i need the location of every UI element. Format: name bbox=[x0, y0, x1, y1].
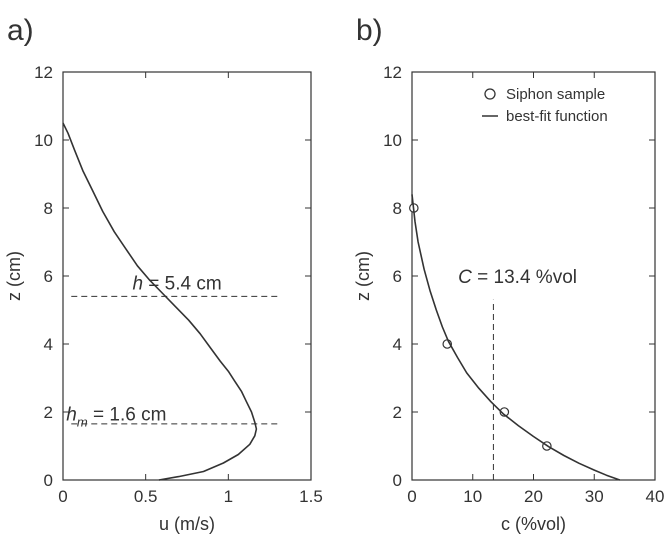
x-tick-label: 0 bbox=[407, 487, 416, 506]
y-axis-label: z (cm) bbox=[4, 251, 24, 301]
x-tick-label: 0 bbox=[58, 487, 67, 506]
y-tick-label: 10 bbox=[34, 131, 53, 150]
legend-marker-icon bbox=[484, 88, 496, 100]
x-tick-label: 20 bbox=[524, 487, 543, 506]
velocity-profile-line bbox=[62, 122, 258, 481]
annotation-symbol: C bbox=[458, 267, 472, 288]
x-tick-label: 1 bbox=[224, 487, 233, 506]
y-tick-label: 6 bbox=[393, 267, 402, 286]
annotation-text: = 1.6 cm bbox=[88, 405, 167, 426]
data-point bbox=[499, 407, 510, 417]
best-fit-line bbox=[411, 194, 621, 481]
x-axis-label: u (m/s) bbox=[159, 514, 215, 534]
y-tick-label: 2 bbox=[393, 403, 402, 422]
annotation-text: = 13.4 %vol bbox=[472, 267, 577, 288]
legend-entry-samples: Siphon sample bbox=[506, 86, 605, 103]
y-tick-label: 4 bbox=[393, 335, 402, 354]
panel-a: a) 0 0.5 1 1.5 0 2 4 6 8 10 12 u (m/s) z (cm) h = 5.4 … bbox=[4, 14, 323, 534]
panel-label: a) bbox=[7, 14, 34, 47]
y-tick-label: 0 bbox=[393, 471, 402, 490]
x-tick-label: 1.5 bbox=[299, 487, 323, 506]
y-axis-label: z (cm) bbox=[353, 251, 373, 301]
y-tick-label: 10 bbox=[383, 131, 402, 150]
panel-label: b) bbox=[356, 14, 383, 47]
y-tick-label: 4 bbox=[44, 335, 53, 354]
y-tick-label: 6 bbox=[44, 267, 53, 286]
legend-entry-fit: best-fit function bbox=[506, 108, 608, 125]
x-tick-label: 10 bbox=[463, 487, 482, 506]
y-tick-label: 8 bbox=[393, 199, 402, 218]
annotation: hm = 1.6 cm bbox=[66, 405, 166, 430]
y-tick-label: 12 bbox=[383, 63, 402, 82]
annotation-subscript: m bbox=[77, 415, 88, 430]
annotation: h = 5.4 cm bbox=[132, 274, 221, 295]
panel-b: b) 0 10 20 30 40 0 2 4 6 8 10 12 c (%vol) z (cm) C = 13… bbox=[353, 14, 664, 534]
annotation-symbol: h bbox=[66, 405, 77, 426]
x-tick-label: 30 bbox=[585, 487, 604, 506]
x-tick-label: 40 bbox=[646, 487, 665, 506]
y-tick-label: 8 bbox=[44, 199, 53, 218]
annotation: C = 13.4 %vol bbox=[458, 267, 577, 288]
annotation-symbol: h bbox=[132, 274, 143, 295]
x-tick-label: 0.5 bbox=[134, 487, 158, 506]
legend: Siphon sample best-fit function bbox=[482, 86, 608, 125]
annotation-text: = 5.4 cm bbox=[143, 274, 222, 295]
y-tick-label: 12 bbox=[34, 63, 53, 82]
x-axis-label: c (%vol) bbox=[501, 514, 566, 534]
y-tick-label: 2 bbox=[44, 403, 53, 422]
y-tick-label: 0 bbox=[44, 471, 53, 490]
